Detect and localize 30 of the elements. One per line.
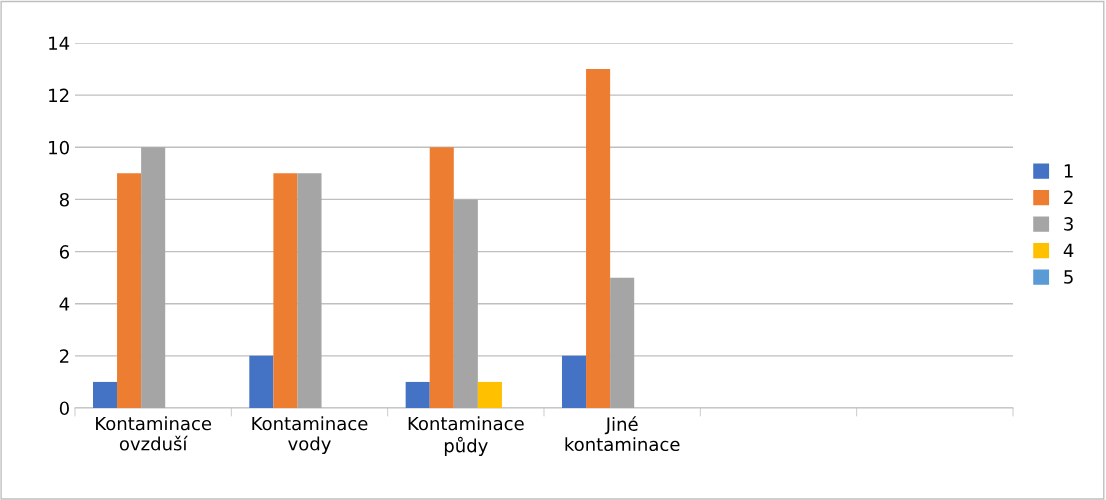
bar [297, 173, 322, 408]
legend-label: 2 [1064, 190, 1073, 204]
bar [561, 355, 587, 408]
y-tick-label: 8 [59, 192, 69, 207]
y-tick-label: 4 [59, 297, 70, 311]
bar [586, 69, 611, 408]
y-tick-label: 0 [59, 401, 69, 416]
bar [141, 147, 166, 408]
x-tick-label: Kontaminace vody [252, 416, 368, 455]
y-tick-label: 14 [49, 36, 70, 50]
legend-label: 3 [1064, 217, 1073, 231]
bar [429, 147, 454, 408]
bar [117, 173, 142, 408]
x-tick-label: Kontaminace ovzduší [96, 416, 212, 451]
legend-label: 4 [1063, 243, 1074, 257]
bar [92, 381, 118, 408]
y-tick-label: 10 [49, 140, 69, 155]
bar [610, 277, 635, 408]
bar [453, 199, 478, 408]
x-tick-label: Kontaminace půdy [408, 416, 524, 456]
legend-label: 1 [1064, 164, 1073, 178]
bar [273, 173, 298, 408]
y-tick-label: 6 [59, 245, 69, 259]
legend-label: 5 [1064, 270, 1073, 284]
bar [249, 355, 274, 408]
y-tick-label: 12 [49, 88, 69, 102]
x-tick-label: Jiné kontaminace [565, 416, 680, 452]
bar [405, 381, 430, 408]
bar [477, 381, 502, 408]
y-tick-label: 2 [59, 349, 69, 363]
